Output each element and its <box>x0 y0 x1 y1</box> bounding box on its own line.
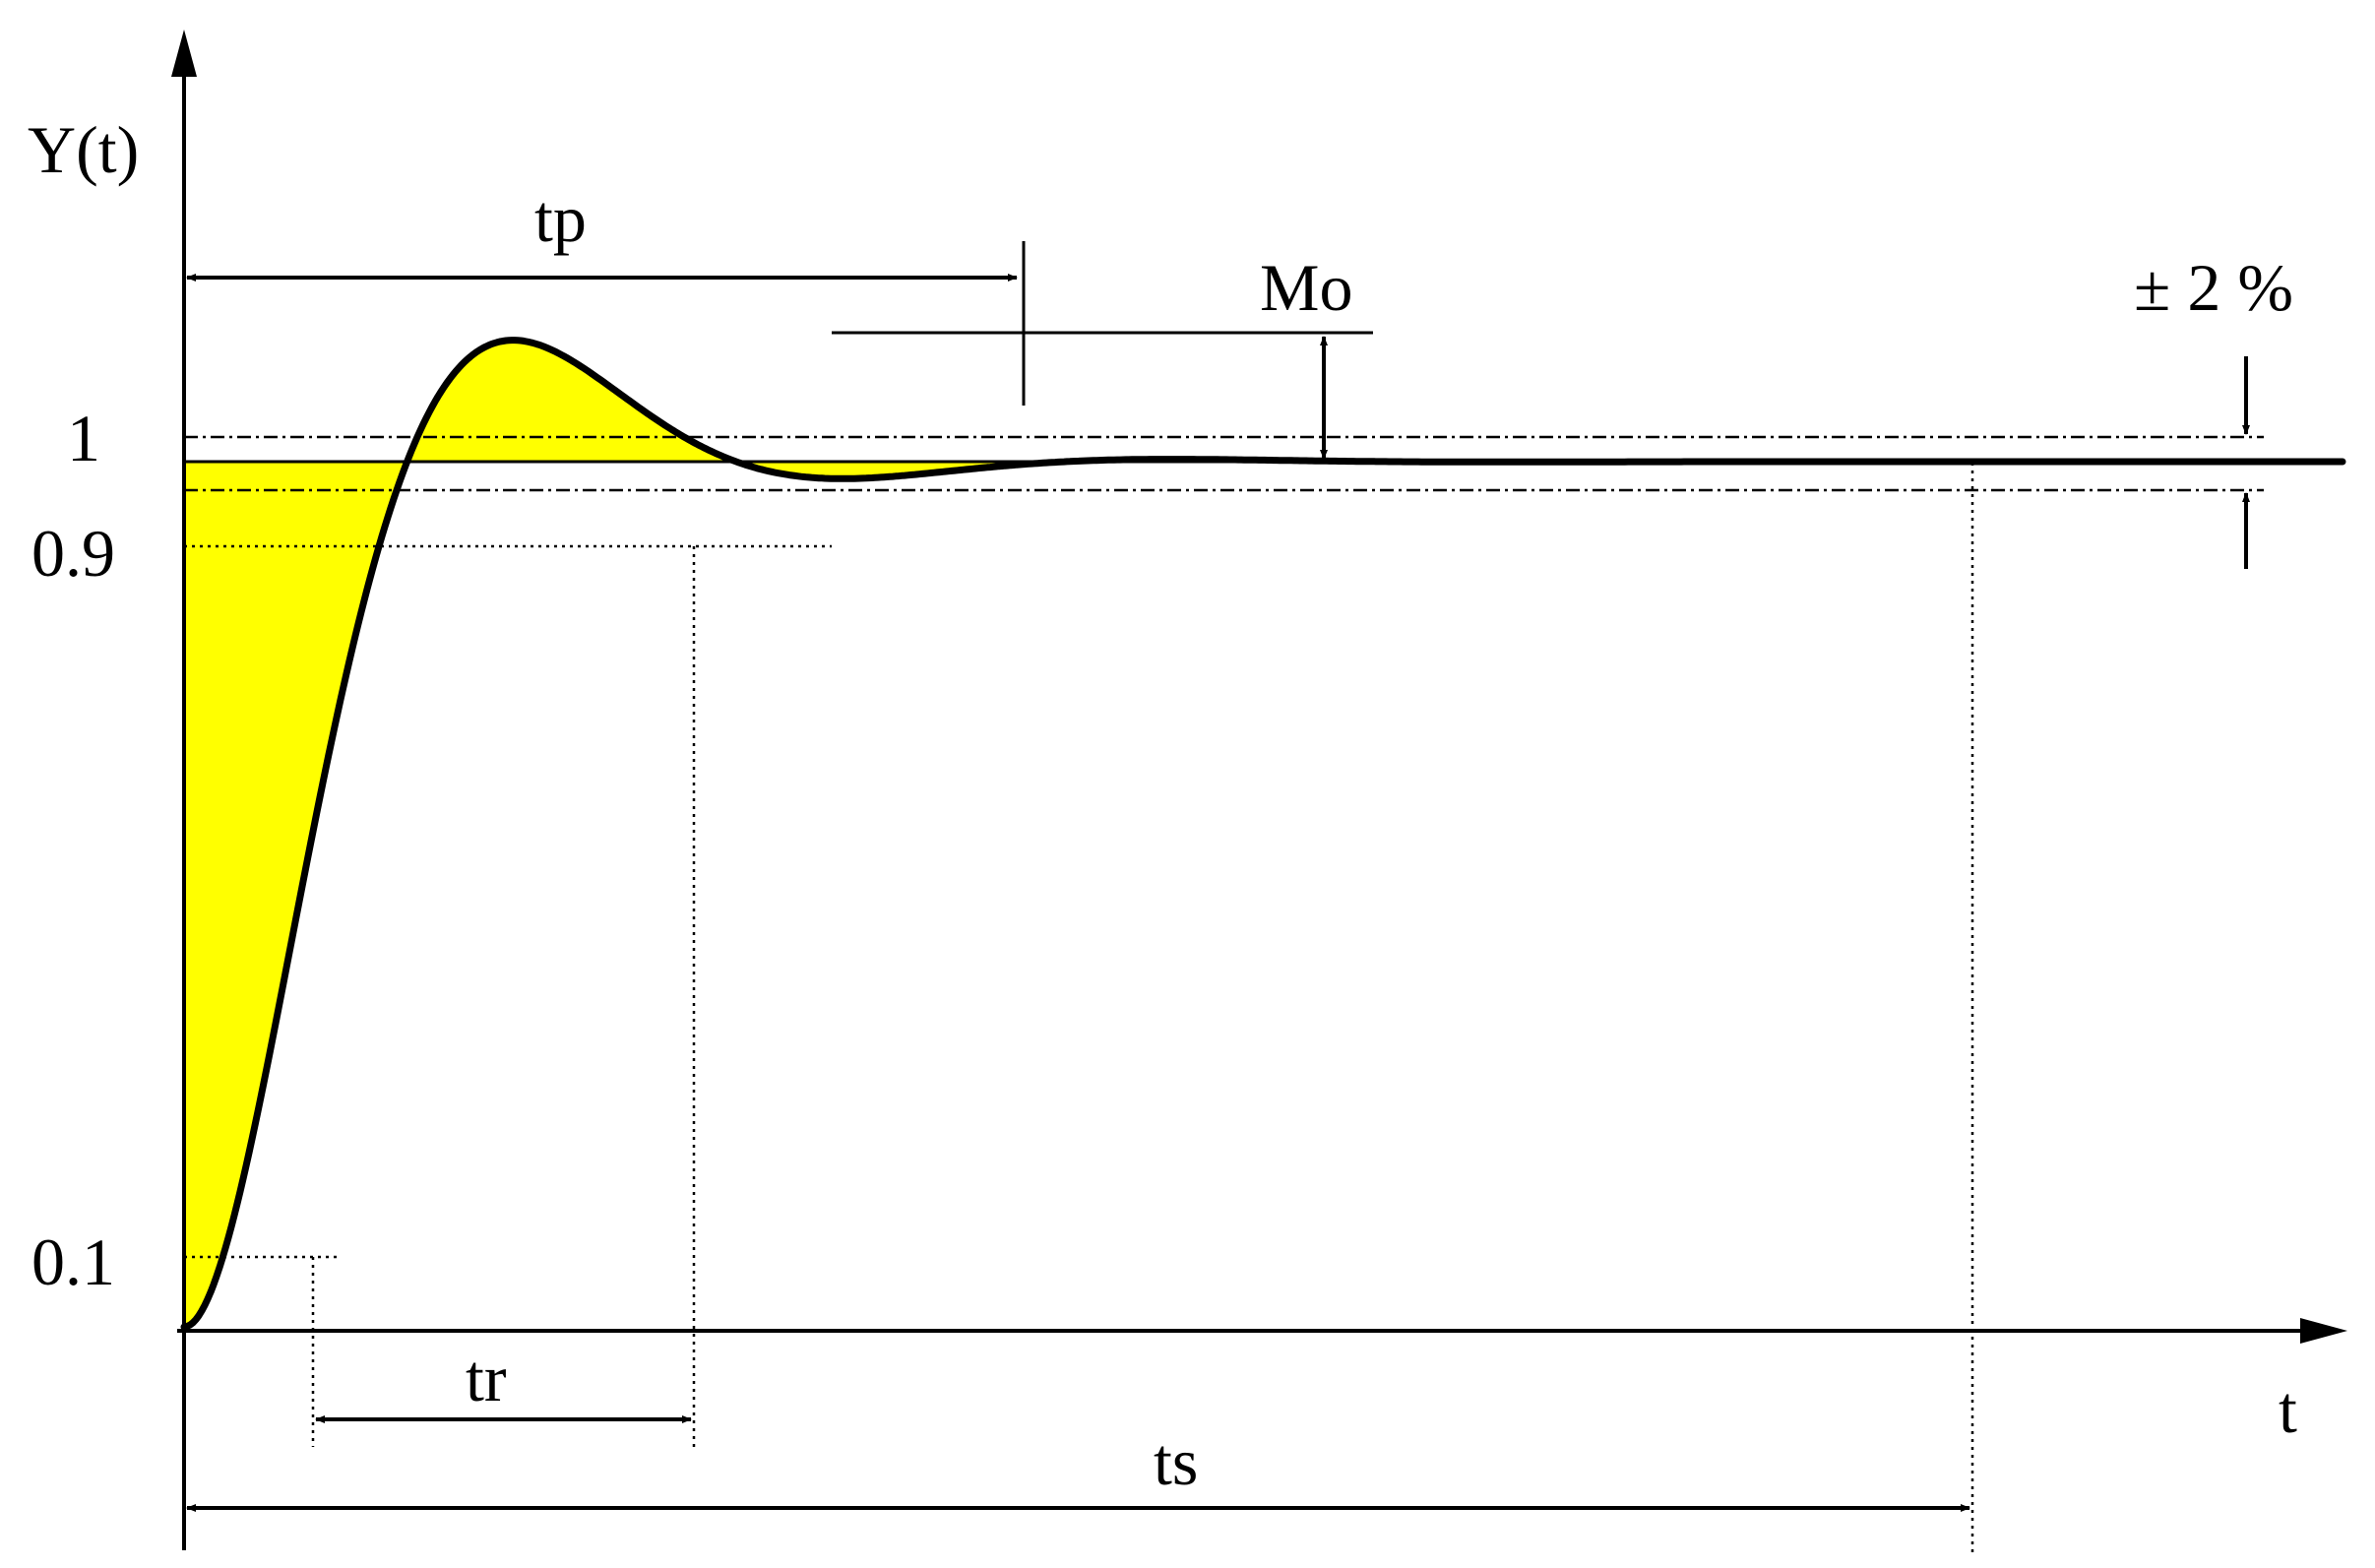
tick-label-ninety: 0.9 <box>31 516 115 591</box>
error-area <box>184 340 2343 1328</box>
x-axis-label: t <box>2279 1372 2297 1447</box>
peak-time-label: tp <box>534 181 587 256</box>
tolerance-label: ± 2 % <box>2134 250 2293 325</box>
settling-time-label: ts <box>1154 1424 1198 1499</box>
response-curve <box>180 337 2346 1331</box>
x-axis-arrow <box>2300 1318 2347 1344</box>
rise-time-label: tr <box>466 1341 507 1415</box>
y-axis-arrow <box>171 30 197 77</box>
y-axis-label: Y(t) <box>28 112 139 187</box>
tick-label-one: 1 <box>67 401 100 475</box>
overshoot-label: Mo <box>1260 250 1352 325</box>
tick-label-ten: 0.1 <box>31 1224 115 1299</box>
